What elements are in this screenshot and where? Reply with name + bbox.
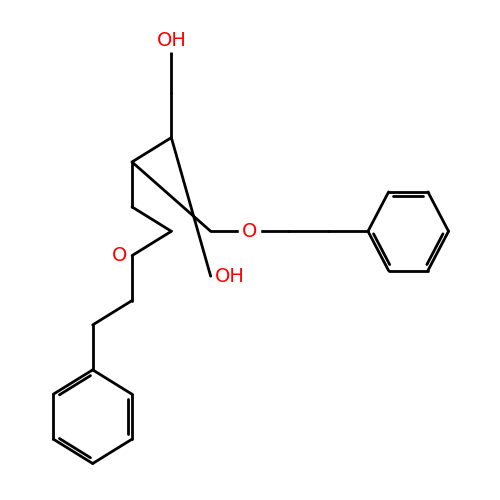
Text: O: O	[242, 222, 258, 241]
Text: O: O	[242, 222, 258, 241]
Text: O: O	[112, 246, 128, 265]
Text: OH: OH	[155, 30, 188, 50]
Text: OH: OH	[215, 266, 245, 285]
Text: OH: OH	[215, 266, 248, 285]
Text: O: O	[111, 246, 128, 265]
Text: OH: OH	[156, 30, 186, 50]
